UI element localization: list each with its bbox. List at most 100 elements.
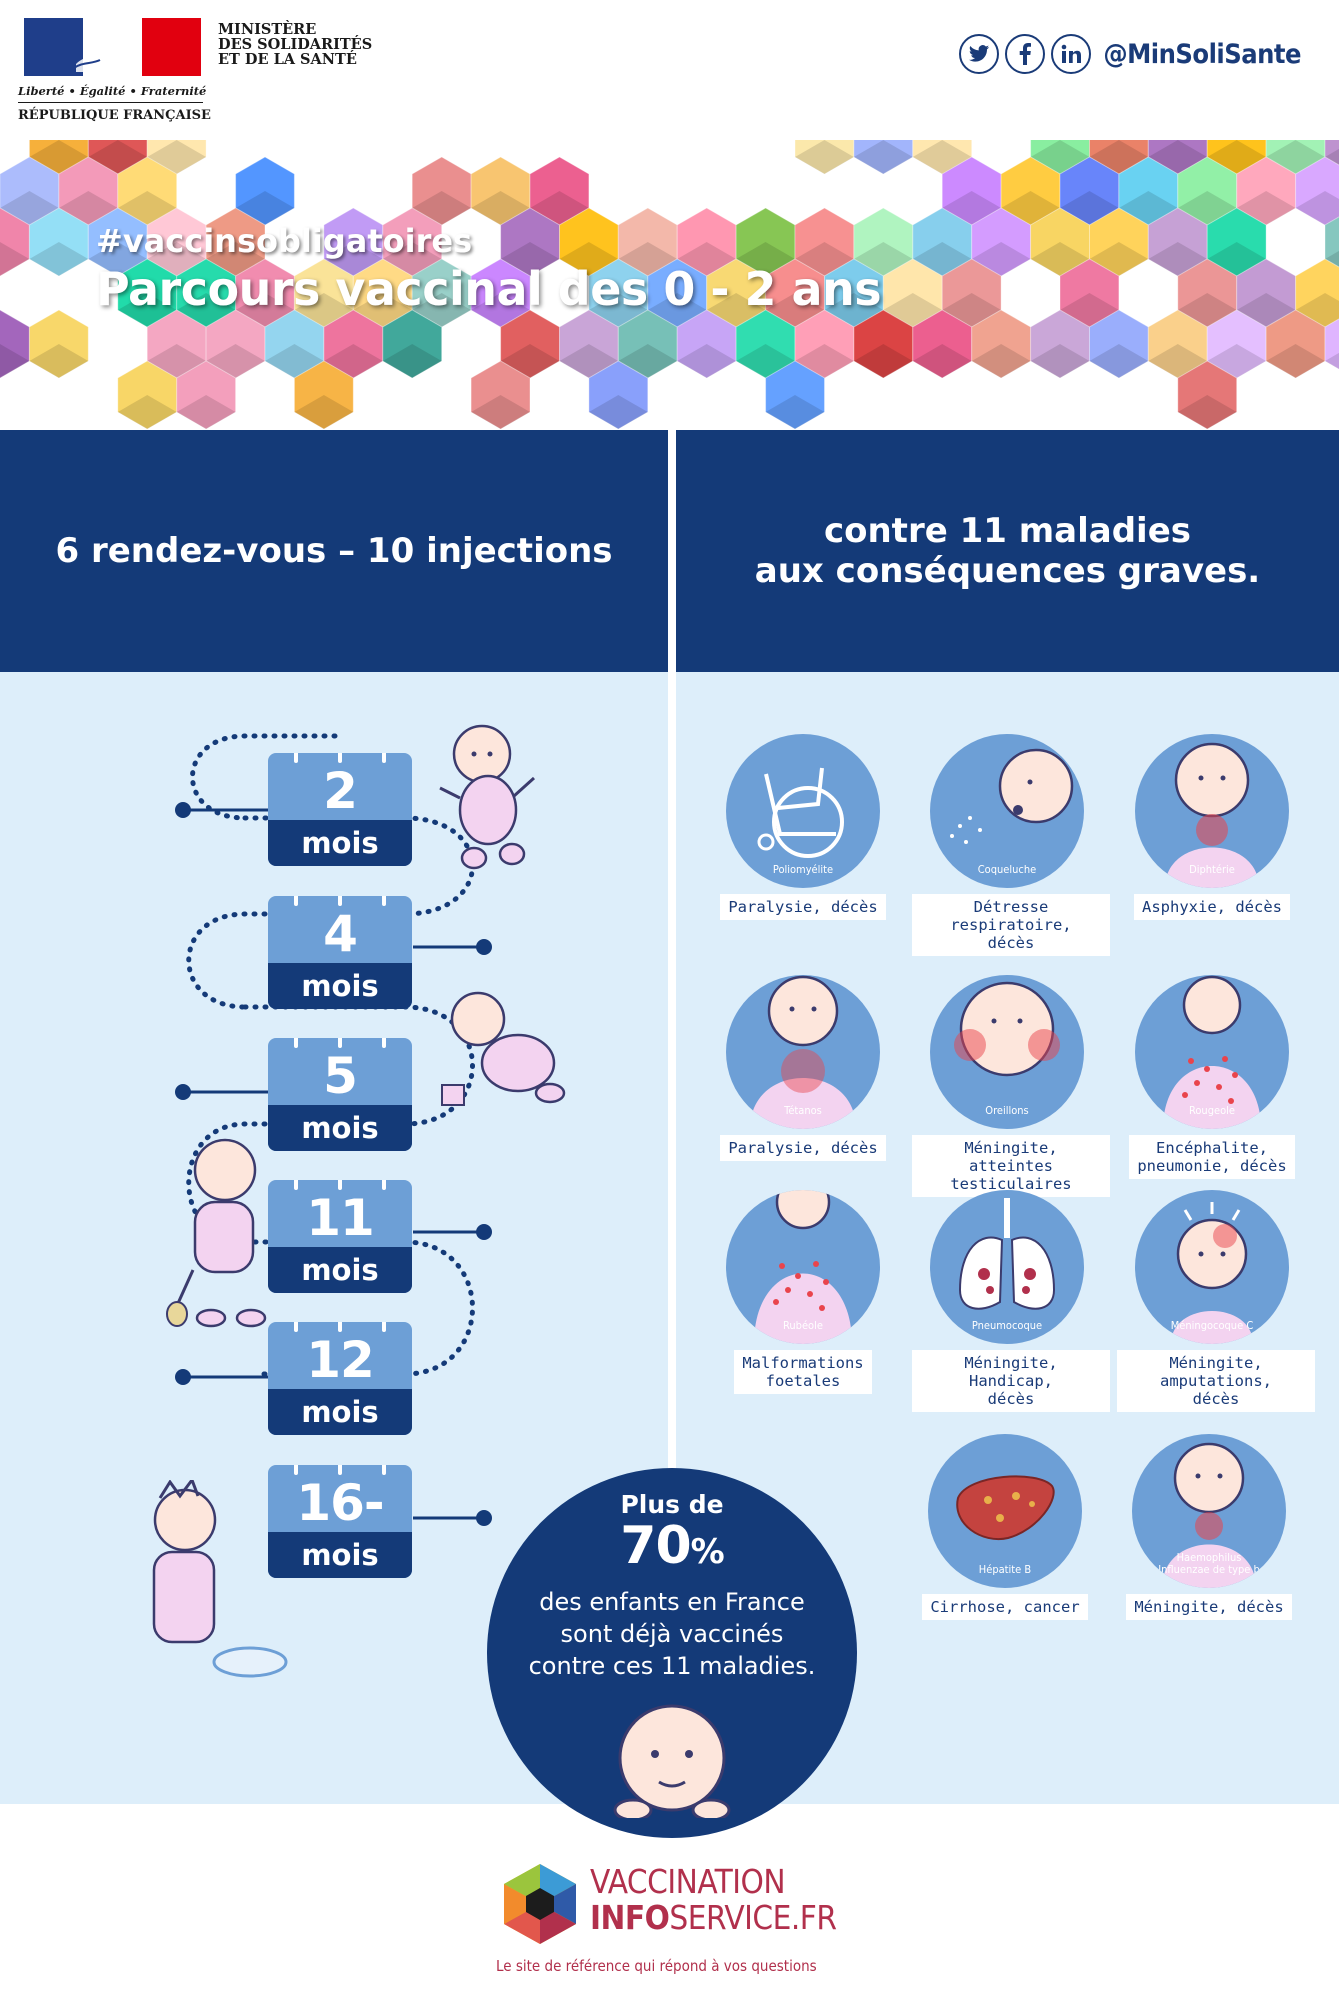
mosaic-facet (1236, 293, 1296, 327)
child-throat-icon (1162, 1442, 1256, 1588)
baby-illustration (152, 1480, 288, 1678)
mosaic-facet (206, 242, 265, 276)
government-logo: Liberté • Égalité • Fraternité RÉPUBLIQU… (18, 18, 211, 126)
facebook-icon[interactable] (1005, 34, 1046, 74)
mosaic-facet (1148, 242, 1208, 276)
mosaic-facet (147, 242, 207, 276)
mosaic-facet (382, 344, 442, 378)
vaccination-rate-bubble: Plus de 70% des enfants en France sont d… (487, 1468, 857, 1838)
mosaic-facet (765, 293, 825, 327)
mosaic-hexagon (293, 360, 354, 430)
mosaic-facet (500, 242, 560, 276)
appointment-age: 12 (306, 1331, 375, 1389)
mosaic-facet (1207, 140, 1267, 174)
feverish-child-icon (1171, 1202, 1253, 1344)
mosaic-facet (1325, 250, 1339, 268)
disease-name: Pneumocoque (971, 1319, 1043, 1332)
mosaic-facet (588, 293, 648, 327)
mosaic-facet (1295, 293, 1339, 327)
mosaic-facet (0, 242, 30, 276)
mosaic-facet (294, 293, 354, 327)
mosaic-facet (853, 242, 913, 276)
republic-motto: Liberté • Égalité • Fraternité (18, 84, 207, 98)
mosaic-facet (147, 344, 207, 378)
mosaic-facet (971, 344, 1031, 378)
disease-name: Rougeole (1189, 1104, 1235, 1117)
mosaic-facet (765, 395, 825, 429)
tense-child-icon (750, 975, 856, 1129)
mosaic-facet (1177, 293, 1237, 327)
stat-description: des enfants en France sont déjà vaccinés… (528, 1588, 816, 1680)
swollen-cheeks-icon (954, 981, 1060, 1077)
mosaic-facet (912, 242, 972, 276)
disease-card: Poliomyélite Paralysie, décès (708, 734, 898, 920)
mosaic-facet (1060, 191, 1119, 225)
appointment-unit: mois (268, 1389, 412, 1435)
baby-face-icon (613, 1704, 731, 1818)
mosaic-facet (1177, 191, 1237, 225)
mosaic-facet (942, 191, 1002, 225)
mosaic-facet (1001, 191, 1060, 225)
mosaic-facet (29, 242, 89, 276)
mosaic-hexagon (28, 309, 89, 379)
logo-divider (18, 102, 203, 103)
mosaic-facet (559, 242, 619, 276)
appointment-unit: mois (268, 963, 412, 1009)
baby-illustration (441, 991, 566, 1106)
mosaic-facet (736, 344, 795, 378)
mosaic-facet (88, 242, 148, 276)
mosaic-facet (1030, 140, 1090, 174)
mosaic-facet (471, 191, 530, 225)
linkedin-icon[interactable] (1051, 34, 1092, 74)
footer-brand-line2[interactable]: INFOSERVICE.FR (590, 1898, 837, 1937)
mosaic-hexagon (1295, 156, 1339, 226)
mosaic-facet (412, 191, 472, 225)
hexagon-mosaic-banner (0, 140, 1339, 430)
wheelchair-icon (757, 767, 844, 858)
mosaic-facet (265, 344, 324, 378)
disease-card: Hépatite B Cirrhose, cancer (910, 1434, 1100, 1620)
mosaic-facet (1030, 242, 1090, 276)
disease-name: Oreillons (985, 1104, 1029, 1117)
republic-name: RÉPUBLIQUE FRANÇAISE (18, 108, 211, 123)
disease-name: Rubéole (783, 1319, 823, 1332)
lungs-icon (958, 1198, 1056, 1310)
disease-name: Coqueluche (977, 863, 1037, 876)
stat-value: 70% (620, 1516, 724, 1576)
disease-name: Méningocoque C (1170, 1319, 1254, 1332)
mosaic-facet (736, 242, 795, 276)
appointment-unit: mois (268, 1532, 412, 1578)
mosaic-facet (58, 191, 118, 225)
footer-brand-line1[interactable]: VACCINATION (590, 1862, 786, 1901)
mosaic-facet (883, 293, 943, 327)
mosaic-facet (88, 140, 148, 174)
mosaic-facet (500, 344, 560, 378)
disease-name: Diphtérie (1189, 863, 1235, 876)
disease-consequence: Méningite, atteintes testiculaires (912, 1135, 1110, 1197)
baby-illustration (439, 724, 536, 870)
appointment-unit: mois (268, 1105, 412, 1151)
appointment-calendar: 5 mois (268, 1038, 412, 1151)
hashtag: #vaccinsobligatoires (96, 222, 473, 260)
disease-card: Coqueluche Détresse respiratoire, décès (912, 734, 1110, 956)
mosaic-facet (559, 344, 619, 378)
mosaic-facet (382, 242, 442, 276)
disease-consequence: Paralysie, décès (720, 894, 886, 920)
mosaic-facet (647, 293, 707, 327)
disease-name: Tétanos (784, 1104, 822, 1117)
social-handle[interactable]: @MinSoliSante (1103, 38, 1301, 70)
coughing-child-icon (950, 748, 1074, 844)
disease-consequence: Méningite, Handicap, décès (912, 1350, 1110, 1412)
disease-card: Pneumocoque Méningite, Handicap, décès (912, 1190, 1110, 1412)
mosaic-facet (618, 344, 678, 378)
vaccination-info-service-logo (504, 1864, 576, 1944)
mosaic-facet (795, 344, 854, 378)
child-throat-icon (1165, 742, 1259, 888)
mosaic-facet (1295, 191, 1339, 225)
mosaic-facet (323, 242, 383, 276)
mosaic-facet (1030, 344, 1090, 378)
page-title: Parcours vaccinal des 0 - 2 ans (96, 262, 882, 316)
twitter-icon[interactable] (959, 34, 1000, 74)
mosaic-facet (1266, 344, 1325, 378)
disease-card: Haemophilus Influenzae de type b Méningi… (1114, 1434, 1304, 1620)
